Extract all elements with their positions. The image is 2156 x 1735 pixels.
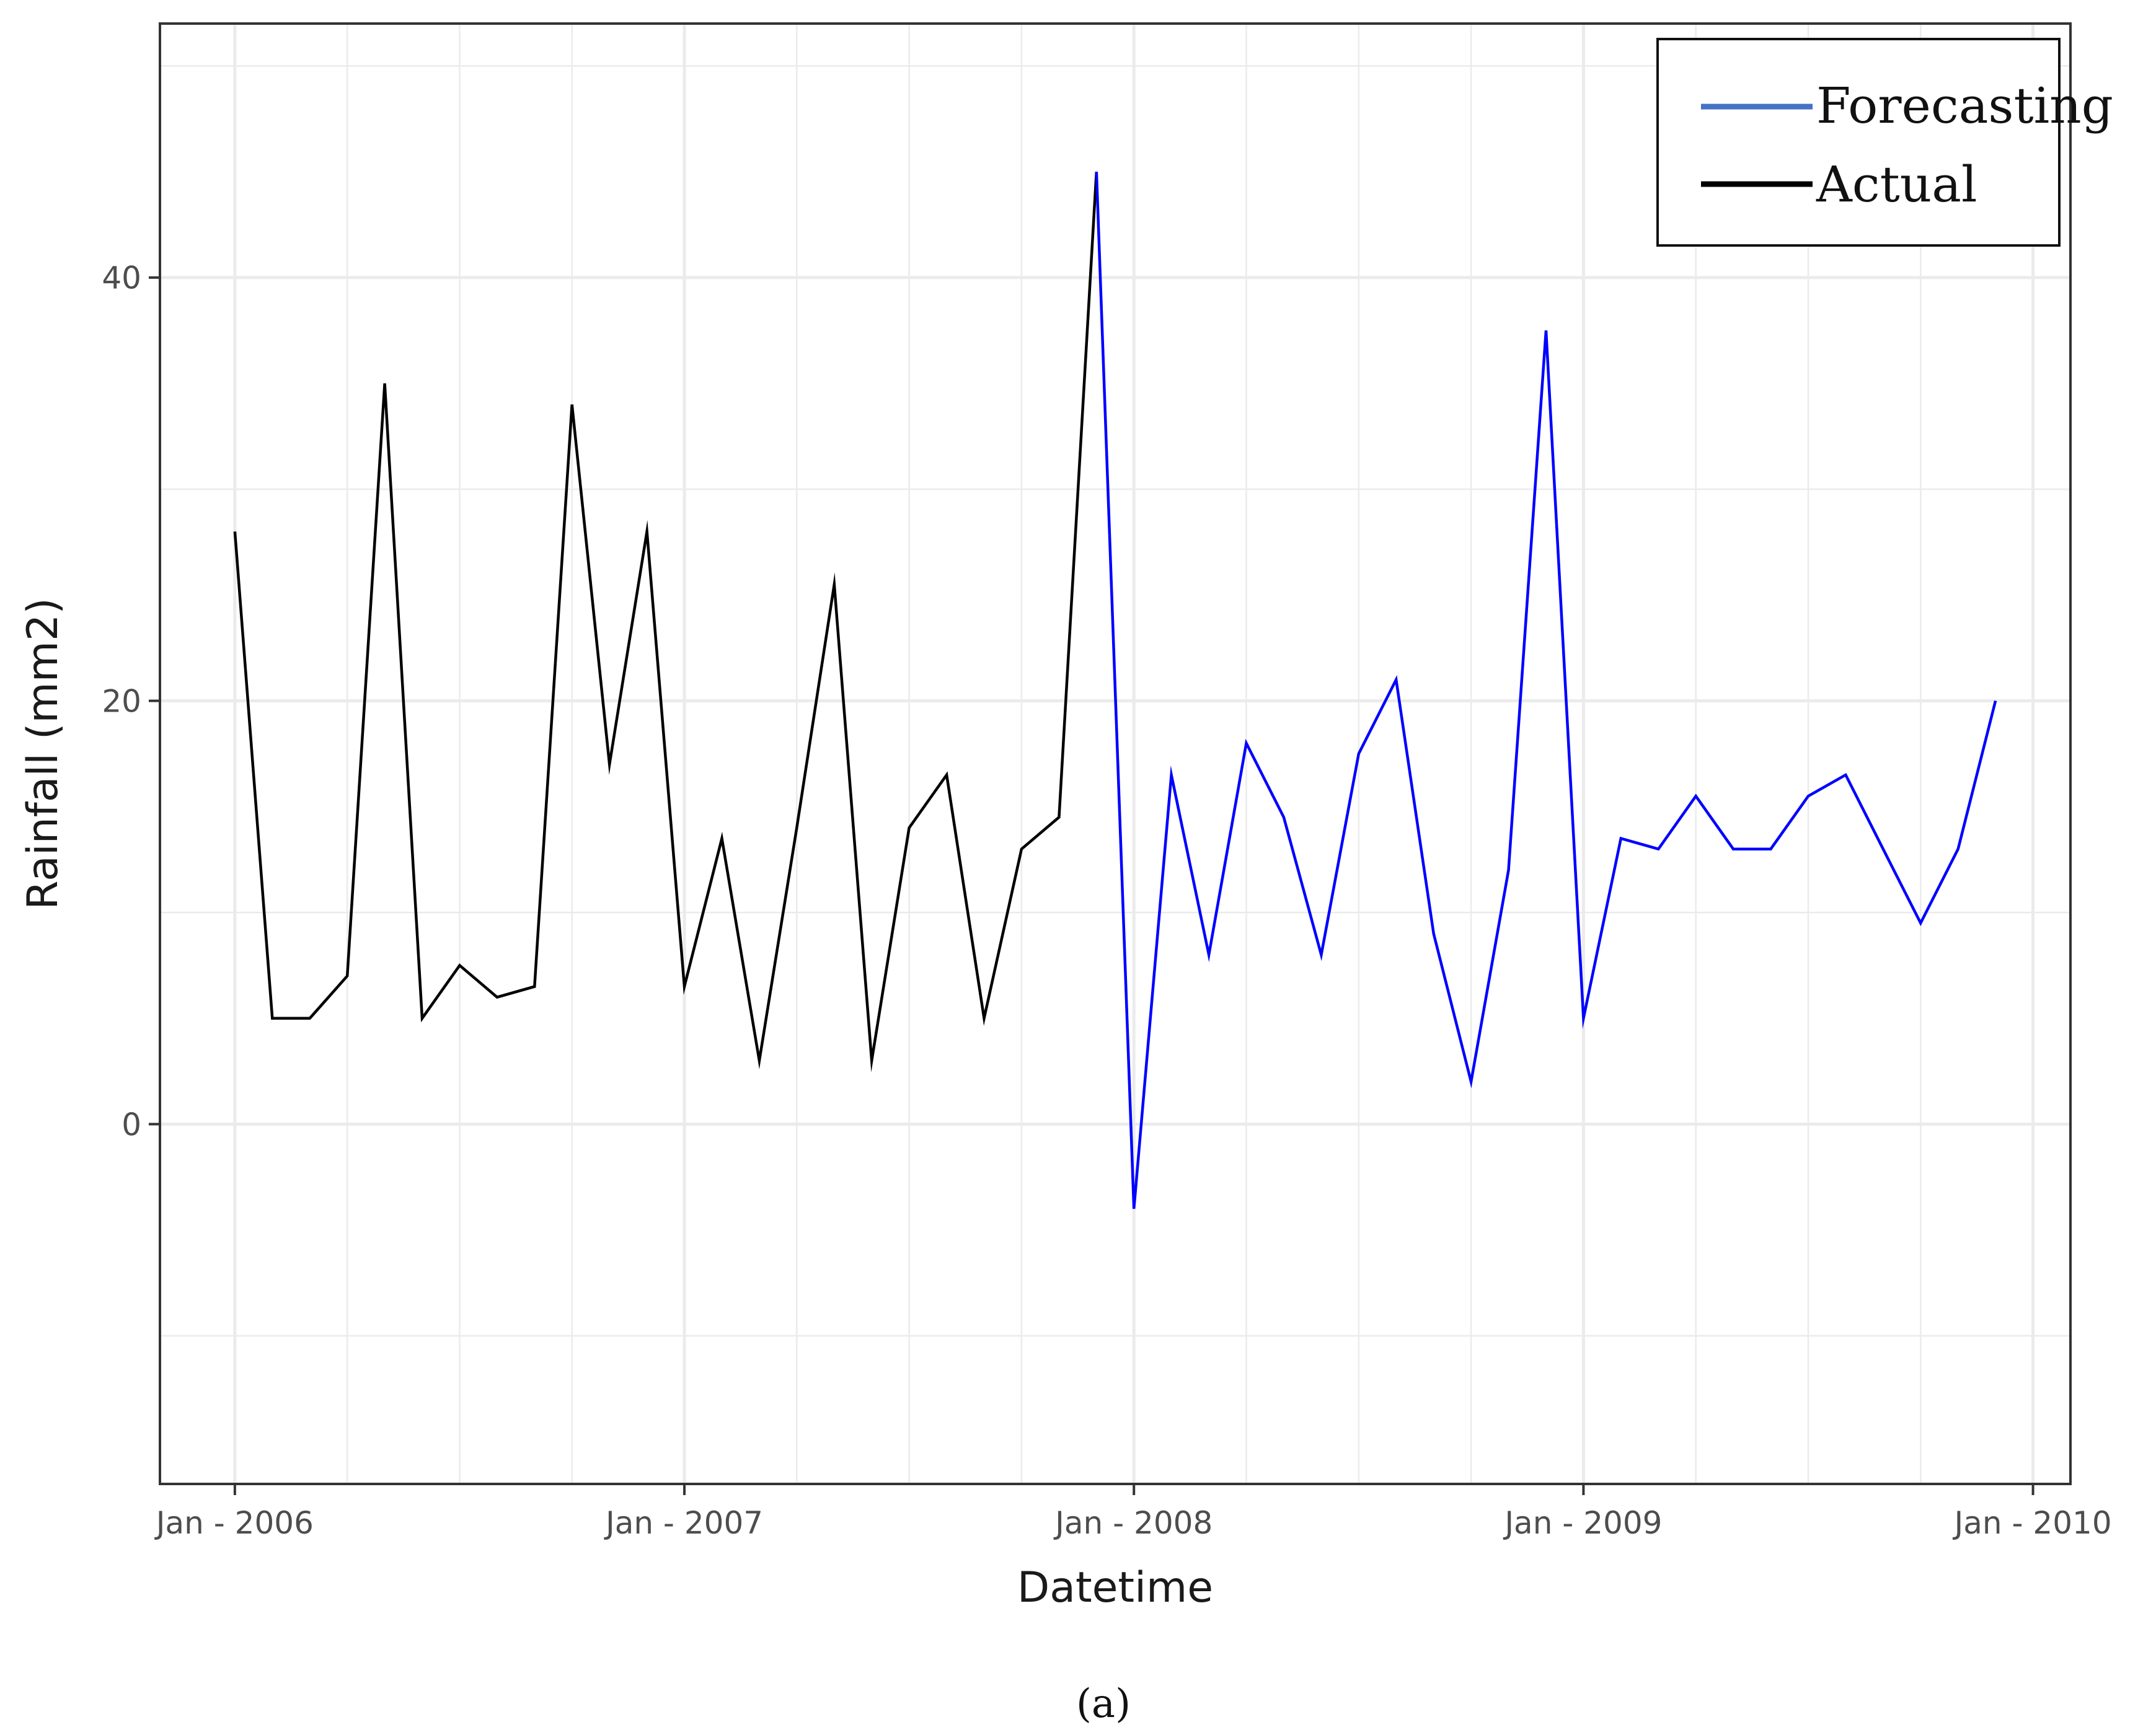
y-tick-label: 40	[102, 260, 141, 296]
y-tick-label: 20	[102, 684, 141, 720]
x-tick-label: Jan - 2010	[1952, 1505, 2111, 1541]
legend-label-forecasting: Forecasting	[1816, 77, 2113, 135]
y-axis: 0 20 40	[102, 260, 160, 1143]
y-axis-title: Rainfall (mm2)	[19, 598, 68, 909]
plot-panel	[160, 24, 2070, 1484]
legend: Forecasting Actual	[1656, 38, 2113, 247]
series-line-forecasting	[1095, 171, 1997, 1209]
x-tick-label: Jan - 2009	[1503, 1505, 1662, 1541]
figure-caption: (a)	[1076, 1681, 1131, 1727]
x-axis-title: Datetime	[1017, 1563, 1213, 1612]
x-tick-label: Jan - 2008	[1053, 1505, 1213, 1541]
x-tick-label: Jan - 2006	[154, 1505, 314, 1541]
x-tick-label: Jan - 2007	[604, 1505, 763, 1541]
plot-panel-border	[159, 22, 2072, 1485]
legend-label-actual: Actual	[1816, 156, 1977, 213]
series-layer	[233, 171, 1997, 1209]
x-axis: Jan - 2006 Jan - 2007 Jan - 2008 Jan - 2009…	[154, 1484, 2112, 1541]
series-line-actual	[233, 171, 1098, 1073]
y-tick-label: 0	[121, 1107, 141, 1143]
legend-box	[1656, 38, 2061, 247]
grid-lines	[160, 24, 2070, 1484]
